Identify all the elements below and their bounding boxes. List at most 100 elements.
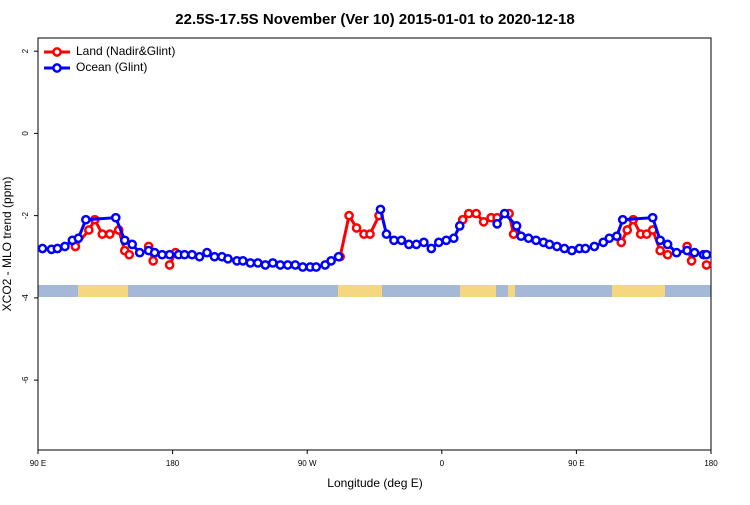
point	[311, 262, 322, 272]
point	[73, 233, 84, 244]
point	[662, 249, 673, 260]
point	[179, 249, 190, 260]
point	[148, 256, 159, 266]
point	[52, 243, 63, 254]
point	[701, 260, 712, 270]
point	[333, 251, 344, 262]
point	[471, 208, 482, 219]
point	[37, 243, 48, 254]
point	[365, 229, 375, 239]
point	[682, 245, 692, 256]
point	[589, 241, 600, 252]
point	[411, 239, 422, 250]
point	[622, 225, 633, 235]
point	[686, 256, 697, 266]
point	[567, 245, 577, 256]
land-strip	[612, 285, 665, 297]
y-axis-label: XCO2 - MLO trend (ppm)	[0, 177, 14, 312]
point	[127, 239, 138, 250]
chart-title: 22.5S-17.5S November (Ver 10) 2015-01-01…	[175, 11, 574, 28]
point	[252, 258, 263, 268]
surface-strip	[38, 285, 711, 297]
point	[351, 223, 362, 233]
point	[604, 233, 615, 244]
land-strip	[460, 285, 496, 297]
legend-marker	[52, 63, 62, 73]
point	[381, 229, 392, 239]
land-strip	[78, 285, 128, 297]
x-tick-label: 90 E	[30, 459, 46, 468]
point	[275, 260, 286, 270]
point	[689, 247, 700, 258]
point	[701, 249, 712, 260]
point	[463, 208, 474, 219]
point	[238, 256, 248, 266]
point	[655, 245, 666, 256]
point	[552, 241, 562, 252]
point	[164, 260, 175, 270]
point	[544, 239, 555, 250]
point	[344, 210, 354, 221]
point	[245, 258, 256, 268]
point	[441, 235, 452, 246]
point	[419, 237, 429, 248]
land-strip	[508, 285, 515, 297]
point	[326, 256, 336, 266]
point	[662, 239, 673, 250]
point	[523, 233, 534, 244]
point	[396, 235, 407, 246]
point	[290, 260, 301, 270]
point	[209, 251, 220, 262]
x-tick-label: 90 E	[568, 459, 584, 468]
point	[375, 204, 386, 215]
point	[134, 247, 145, 258]
point	[478, 216, 489, 227]
point	[110, 212, 121, 223]
point	[516, 231, 526, 242]
point	[104, 229, 115, 239]
point	[671, 247, 682, 258]
y-tick-label: -2	[21, 212, 30, 220]
point	[194, 251, 205, 262]
legend-label: Ocean (Glint)	[76, 60, 147, 74]
point	[617, 214, 628, 225]
point	[492, 219, 502, 229]
point	[655, 235, 666, 246]
point	[202, 247, 212, 258]
x-tick-label: 180	[704, 459, 718, 468]
point	[260, 260, 271, 270]
point	[164, 249, 175, 260]
point	[282, 260, 293, 270]
point	[616, 237, 627, 248]
point	[433, 237, 444, 248]
y-tick-label: 0	[21, 131, 30, 136]
plot-frame	[37, 37, 712, 451]
y-tick-label: 2	[21, 48, 30, 53]
x-axis-label: Longitude (deg E)	[327, 476, 422, 490]
point	[531, 235, 541, 246]
x-tick-label: 0	[440, 459, 445, 468]
legend-marker	[52, 47, 62, 57]
point	[647, 212, 658, 223]
point	[97, 229, 108, 239]
point	[404, 239, 414, 250]
x-tick-label: 180	[166, 459, 180, 468]
point	[157, 249, 167, 260]
point	[119, 235, 130, 246]
point	[187, 249, 197, 260]
point	[389, 235, 399, 246]
x-tick-label: 90 W	[298, 459, 317, 468]
point	[511, 221, 522, 231]
point	[149, 247, 160, 258]
point	[611, 231, 622, 242]
y-tick-label: -6	[21, 376, 30, 384]
point	[454, 221, 465, 231]
point	[297, 262, 308, 272]
point	[60, 241, 70, 252]
point	[124, 249, 135, 260]
land-strip	[338, 285, 382, 297]
point	[81, 214, 91, 225]
point	[426, 243, 437, 254]
point	[559, 243, 570, 254]
